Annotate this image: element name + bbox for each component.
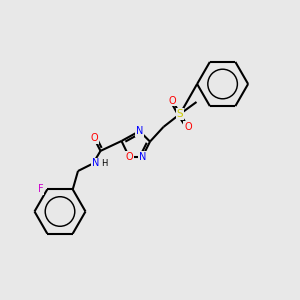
- Text: N: N: [139, 152, 146, 162]
- Text: F: F: [38, 184, 43, 194]
- Text: S: S: [177, 109, 183, 119]
- Text: N: N: [136, 126, 143, 136]
- Text: H: H: [101, 159, 108, 168]
- Text: N: N: [92, 158, 100, 169]
- Text: O: O: [125, 152, 133, 162]
- Text: O: O: [90, 133, 98, 143]
- Text: O: O: [184, 122, 192, 132]
- Text: O: O: [169, 95, 176, 106]
